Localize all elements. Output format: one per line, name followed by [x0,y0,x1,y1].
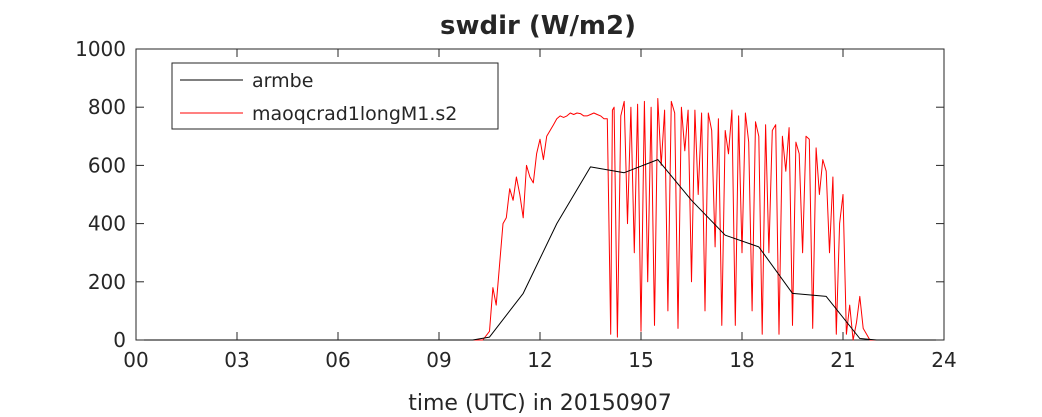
x-tick-label: 09 [426,348,451,372]
x-tick-label: 24 [931,348,956,372]
x-axis-label: time (UTC) in 20150907 [408,391,672,416]
y-tick-label: 600 [88,153,126,177]
y-tick-label: 0 [113,328,126,352]
x-tick-label: 12 [527,348,552,372]
series-layer [136,98,944,341]
x-tick-label: 00 [123,348,148,372]
x-tick-label: 03 [224,348,249,372]
legend-label-maoqcrad: maoqcrad1longM1.s2 [252,103,457,125]
x-tick-label: 21 [830,348,855,372]
legend-box [171,62,499,130]
y-tick-label: 400 [88,212,126,236]
axis-layer: 00 03 06 09 12 15 18 21 24 0 200 400 600 800 1000 [75,37,957,372]
x-tick-label: 15 [628,348,653,372]
series-line-maoqcrad1longM1 [136,98,944,341]
x-tick-label: 18 [729,348,754,372]
x-tick-label: 06 [325,348,350,372]
series-line-armbe [136,159,944,341]
chart-title: swdir (W/m2) [440,11,636,41]
y-tick-label: 1000 [75,37,126,61]
legend-label-armbe: armbe [252,70,313,92]
y-tick-label: 800 [88,95,126,119]
y-tick-label: 200 [88,270,126,294]
legend: armbe maoqcrad1longM1.s2 [171,62,499,130]
